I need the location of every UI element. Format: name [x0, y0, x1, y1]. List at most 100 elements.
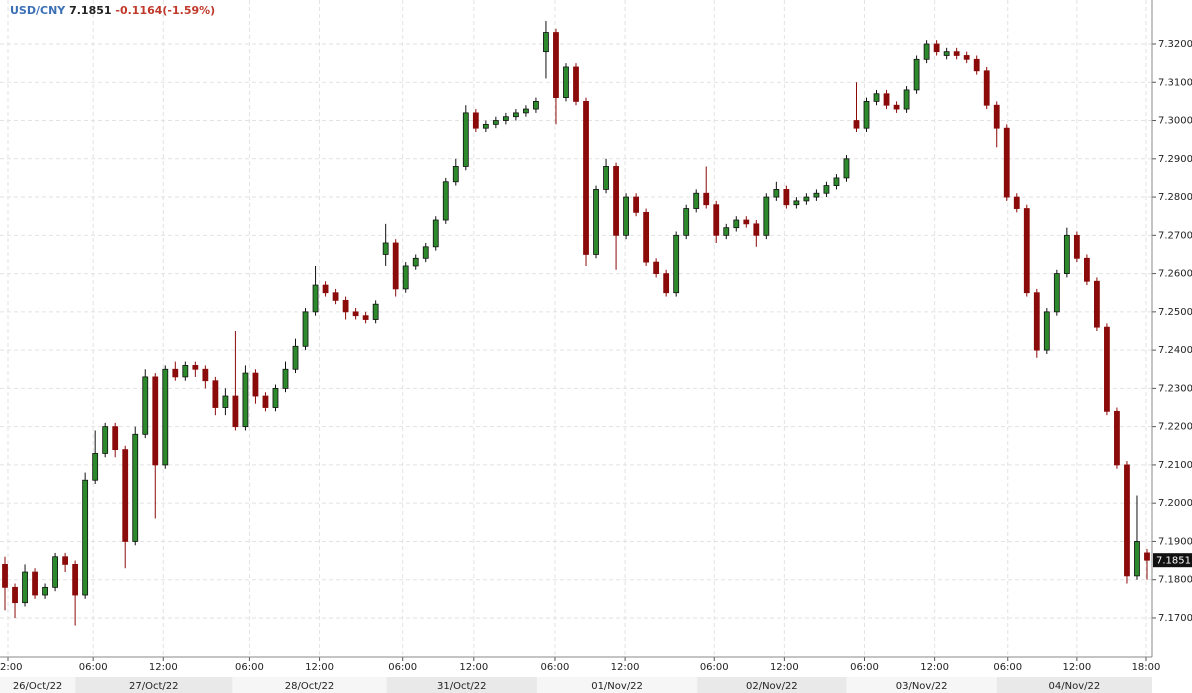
candle-body	[62, 556, 69, 565]
candle-body	[432, 219, 439, 248]
x-tick-label: 18:00	[1132, 662, 1161, 673]
y-tick-label: 7.2900	[1158, 154, 1192, 165]
candle-body	[573, 66, 579, 102]
candle-body	[873, 93, 880, 102]
candle-body	[162, 368, 169, 466]
candle-body	[893, 104, 900, 110]
y-tick-label: 7.2100	[1158, 460, 1192, 471]
candle-body	[643, 211, 650, 263]
candle-body	[22, 571, 28, 604]
candle-body	[52, 556, 58, 588]
candle-body	[292, 345, 299, 370]
candle-body	[783, 189, 790, 206]
candle-body	[723, 227, 730, 236]
x-tick-label: 06:00	[235, 662, 264, 673]
candle-body	[342, 299, 349, 313]
candle-body	[993, 104, 1000, 129]
candle-body	[623, 196, 629, 236]
candle-body	[543, 32, 549, 53]
candle-body	[1144, 552, 1150, 561]
candle-body	[182, 365, 189, 378]
date-band	[386, 677, 537, 693]
y-tick-label: 7.3100	[1158, 77, 1192, 88]
x-tick-label: 06:00	[388, 662, 417, 673]
change: -0.1164(-1.59%)	[115, 4, 215, 17]
date-label: 04/Nov/22	[1049, 681, 1101, 692]
last-price: 7.1851	[69, 4, 111, 17]
candle-body	[1003, 127, 1010, 198]
candle-body	[362, 315, 369, 320]
candle-body	[933, 43, 940, 53]
candle-layer	[2, 21, 1150, 626]
candle-body	[422, 246, 429, 259]
y-tick-label: 7.2600	[1158, 269, 1192, 280]
candle-body	[352, 311, 359, 317]
symbol: USD/CNY	[10, 4, 66, 17]
grid-layer	[0, 0, 1152, 657]
candle-body	[1083, 257, 1090, 282]
candle-body	[923, 43, 930, 60]
y-tick-label: 7.2800	[1158, 192, 1192, 203]
candle-body	[773, 189, 780, 198]
candle-body	[192, 365, 199, 370]
candle-body	[262, 395, 269, 408]
x-tick-label: 12:00	[459, 662, 488, 673]
candle-body	[943, 51, 950, 56]
candle-body	[913, 58, 920, 91]
candle-body	[302, 311, 309, 347]
candle-body	[72, 564, 79, 596]
last-price-label: 7.1851	[1156, 556, 1191, 567]
date-band	[697, 677, 847, 693]
date-band	[996, 677, 1152, 693]
candle-body	[142, 376, 149, 435]
x-tick-label: 06:00	[700, 662, 729, 673]
candle-body	[92, 453, 99, 481]
x-tick-label: 12:00	[920, 662, 949, 673]
candle-body	[983, 70, 990, 106]
candle-body	[583, 101, 589, 255]
last-price-marker	[1153, 553, 1192, 568]
candle-body	[492, 120, 499, 125]
candle-body	[152, 376, 159, 466]
x-tick-label: 12:00	[305, 662, 334, 673]
candle-body	[112, 426, 119, 451]
candle-body	[1023, 208, 1030, 294]
x-tick-label: 12:00	[1062, 662, 1091, 673]
candle-body	[282, 368, 289, 389]
candle-body	[232, 395, 239, 428]
candle-body	[1043, 311, 1050, 351]
candle-body	[523, 108, 529, 114]
x-tick-label: 06:00	[993, 662, 1022, 673]
header: USD/CNY 7.1851 -0.1164(-1.59%)	[10, 4, 215, 17]
candle-body	[803, 196, 810, 202]
x-tick-label: 06:00	[850, 662, 879, 673]
date-label: 03/Nov/22	[896, 681, 948, 692]
candle-body	[843, 158, 850, 179]
candle-body	[703, 192, 710, 206]
candle-body	[863, 101, 870, 129]
candle-body	[693, 192, 700, 209]
candle-body	[172, 368, 179, 378]
x-tick-label: 12:00	[611, 662, 640, 673]
candle-body	[1013, 196, 1020, 209]
candle-body	[963, 55, 970, 60]
candle-body	[12, 586, 18, 604]
candle-body	[753, 223, 760, 236]
y-tick-label: 7.2000	[1158, 498, 1192, 509]
date-label: 01/Nov/22	[591, 681, 643, 692]
date-band	[846, 677, 997, 693]
date-label: 28/Oct/22	[285, 681, 334, 692]
candle-body	[32, 571, 38, 596]
candle-body	[1033, 292, 1040, 351]
candle-body	[242, 372, 249, 428]
date-band	[232, 677, 387, 693]
candle-body	[663, 273, 670, 294]
x-tick-label: 06:00	[541, 662, 570, 673]
candle-body	[1134, 541, 1140, 577]
y-tick-label: 7.1900	[1158, 536, 1192, 547]
x-tick-label: 12:00	[149, 662, 178, 673]
candle-body	[412, 257, 419, 267]
